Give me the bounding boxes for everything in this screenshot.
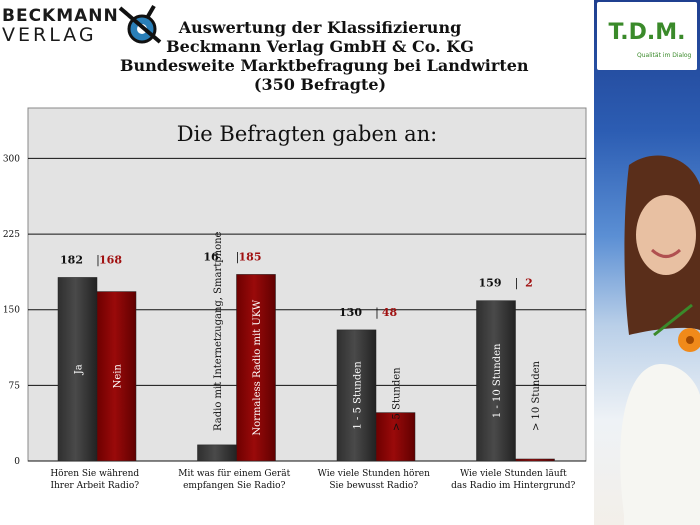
beckmann-logo: BECKMANN VERLAG — [2, 4, 172, 48]
category-label: empfangen Sie Radio? — [183, 481, 285, 491]
category-label: das Radio im Hintergrund? — [451, 481, 575, 491]
y-tick-label: 300 — [3, 154, 20, 164]
bar-label-b-1: Nein — [113, 364, 124, 389]
y-tick-label: 0 — [14, 457, 20, 467]
bar-chart: 0 75 150 225 300 Die Befragten gaben an: Ja Nei… — [3, 107, 587, 491]
value-label-a-2: 16 — [203, 250, 219, 263]
bar-label-a-4: 1 - 10 Stunden — [492, 343, 503, 418]
logo-line2: VERLAG — [2, 24, 97, 46]
bar-b-1 — [96, 291, 137, 462]
chart-title: Die Befragten gaben an: — [177, 122, 438, 146]
value-separator: | — [515, 277, 519, 291]
bar-b-4 — [515, 458, 555, 462]
value-label-a-1: 182 — [60, 253, 83, 266]
value-label-b-4: 2 — [525, 277, 533, 290]
bar-a-2 — [197, 444, 237, 462]
bar-label-a-2: Radio mit Internetzugang, Smartphone — [213, 231, 224, 431]
value-label-a-3: 130 — [339, 306, 362, 319]
category-label: Ihrer Arbeit Radio? — [50, 481, 139, 491]
bar-a-1 — [57, 277, 98, 462]
category-label: Sie bewusst Radio? — [329, 481, 418, 491]
bar-label-b-4: > 10 Stunden — [531, 360, 542, 431]
tdm-tagline: Qualität im Dialog — [637, 52, 692, 59]
y-tick-label: 225 — [3, 230, 20, 240]
bar-b-2 — [236, 274, 276, 462]
header-line-1: Auswertung der Klassifizierung — [178, 18, 462, 37]
tdm-logo: T.D.M. — [608, 20, 686, 45]
value-label-b-1: 168 — [99, 253, 122, 266]
value-label-b-3: 48 — [382, 306, 398, 319]
value-label-b-2: 185 — [239, 250, 262, 263]
value-separator: | — [96, 253, 100, 267]
header-line-4: (350 Befragte) — [253, 75, 387, 94]
bar-a-3 — [336, 329, 377, 462]
sidebar-panel: T.D.M. Qualität im Dialog — [594, 0, 700, 525]
value-separator: | — [236, 250, 240, 264]
category-label: Wie viele Stunden hören — [318, 469, 430, 479]
tdm-logo-box: T.D.M. Qualität im Dialog — [597, 2, 697, 70]
y-tick-label: 150 — [3, 306, 20, 316]
report-header: Auswertung der Klassifizierung Beckmann … — [120, 18, 529, 94]
category-label: Hören Sie während — [50, 469, 139, 479]
value-label-a-4: 159 — [479, 277, 502, 290]
logo-line1: BECKMANN — [2, 6, 119, 26]
header-line-3: Bundesweite Marktbefragung bei Landwirte… — [120, 56, 529, 75]
logo-emblem-icon — [118, 4, 162, 44]
bar-a-4 — [476, 300, 516, 462]
woman-photo — [620, 155, 700, 525]
value-separator: | — [375, 306, 379, 320]
y-tick-label: 75 — [9, 381, 21, 391]
bar-label-b-2: Normaless Radio mit UKW — [252, 299, 263, 435]
bar-label-a-3: 1 - 5 Stunden — [353, 361, 364, 430]
category-label: Wie viele Stunden läuft — [460, 469, 567, 479]
category-label: Mit was für einem Gerät — [178, 469, 290, 479]
bar-b-3 — [375, 412, 416, 462]
bar-label-a-1: Ja — [74, 364, 85, 375]
header-line-2: Beckmann Verlag GmbH & Co. KG — [166, 37, 474, 56]
bar-label-b-3: > 5 Stunden — [392, 367, 403, 431]
